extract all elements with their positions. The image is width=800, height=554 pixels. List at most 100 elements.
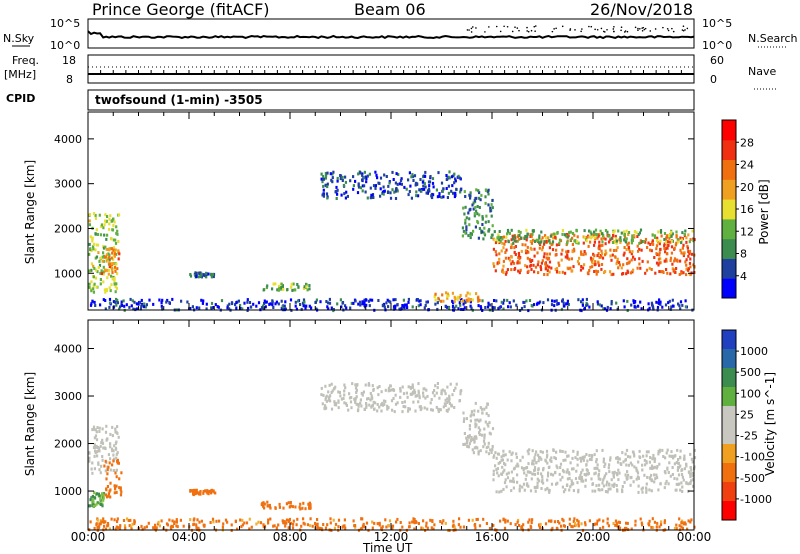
scatter-cell xyxy=(374,184,377,188)
scatter-cell xyxy=(689,238,692,242)
scatter-cell xyxy=(674,454,677,458)
scatter-cell xyxy=(600,267,603,271)
scatter-cell xyxy=(97,462,100,466)
scatter-cell xyxy=(503,242,506,246)
scatter-cell xyxy=(476,220,479,223)
scatter-cell xyxy=(474,523,477,526)
scatter-cell xyxy=(675,230,678,234)
scatter-cell xyxy=(586,303,589,307)
scatter-cell xyxy=(516,520,519,524)
scatter-cell xyxy=(546,461,549,465)
scatter-cell xyxy=(688,240,691,244)
scatter-cell xyxy=(207,492,210,496)
scatter-cell xyxy=(633,454,636,458)
scatter-cell xyxy=(559,462,563,466)
scatter-cell xyxy=(634,519,637,523)
scatter-cell xyxy=(89,303,93,307)
freq-tick-top: 18 xyxy=(62,54,76,67)
scatter-cell xyxy=(308,304,311,308)
scatter-cell xyxy=(476,296,480,300)
scatter-cell xyxy=(111,228,114,232)
scatter-cell xyxy=(392,298,395,302)
scatter-cell xyxy=(356,409,360,413)
scatter-cell xyxy=(680,469,683,473)
scatter-cell xyxy=(546,478,549,482)
scatter-cell xyxy=(596,236,599,240)
scatter-cell xyxy=(438,192,441,196)
scatter-cell xyxy=(88,252,91,256)
scatter-cell xyxy=(587,235,590,239)
scatter-cell xyxy=(493,454,496,458)
scatter-cell xyxy=(330,382,333,386)
scatter-cell xyxy=(332,387,336,391)
scatter-cell xyxy=(304,306,307,310)
scatter-cell xyxy=(88,456,91,460)
scatter-cell xyxy=(492,478,495,482)
scatter-cell xyxy=(103,524,106,528)
scatter-cell xyxy=(638,231,641,235)
scatter-cell xyxy=(468,424,471,428)
scatter-cell xyxy=(105,247,108,251)
scatter-cell xyxy=(88,285,91,289)
scatter-cell xyxy=(505,472,508,476)
scatter-cell xyxy=(143,526,146,530)
scatter-cell xyxy=(302,304,305,308)
scatter-cell xyxy=(683,457,686,461)
scatter-cell xyxy=(343,401,346,405)
scatter-cell xyxy=(469,194,472,198)
scatter-cell xyxy=(608,470,611,474)
scatter-cell xyxy=(119,493,123,497)
scatter-cell xyxy=(472,229,475,233)
scatter-cell xyxy=(205,271,208,275)
scatter-cell xyxy=(637,476,640,480)
scatter-cell xyxy=(326,182,329,186)
scatter-cell xyxy=(374,401,377,405)
nsearch-point xyxy=(604,31,606,33)
nsearch-point xyxy=(637,27,639,30)
scatter-cell xyxy=(548,265,551,269)
scatter-cell xyxy=(518,487,521,491)
scatter-cell xyxy=(155,526,158,530)
scatter-cell xyxy=(549,234,552,238)
scatter-cell xyxy=(629,483,632,487)
scatter-cell xyxy=(546,269,549,273)
scatter-cell xyxy=(650,473,653,477)
nsearch-point xyxy=(580,30,582,33)
scatter-cell xyxy=(521,243,524,247)
scatter-cell xyxy=(659,302,662,306)
scatter-cell xyxy=(402,298,405,302)
scatter-cell xyxy=(267,521,270,525)
scatter-cell xyxy=(633,235,636,239)
scatter-cell xyxy=(467,297,470,301)
scatter-cell xyxy=(538,246,541,250)
scatter-cell xyxy=(670,251,673,255)
scatter-cell xyxy=(108,268,111,272)
scatter-cell xyxy=(214,303,217,307)
scatter-cell xyxy=(412,179,415,182)
scatter-cell xyxy=(580,300,583,304)
scatter-cell xyxy=(546,264,549,268)
scatter-cell xyxy=(447,306,450,310)
scatter-cell xyxy=(248,517,251,521)
scatter-cell xyxy=(195,525,198,529)
scatter-cell xyxy=(120,300,123,304)
scatter-cell xyxy=(448,394,451,398)
scatter-cell xyxy=(571,467,574,471)
scatter-cell xyxy=(363,184,366,188)
scatter-cell xyxy=(596,300,599,304)
scatter-cell xyxy=(665,252,668,256)
scatter-cell xyxy=(655,238,658,242)
scatter-cell xyxy=(145,303,148,307)
scatter-cell xyxy=(250,525,253,529)
scatter-cell xyxy=(305,285,308,289)
scatter-cell xyxy=(288,519,291,523)
scatter-cell xyxy=(118,213,121,217)
scatter-cell xyxy=(566,241,569,245)
scatter-cell xyxy=(96,446,99,449)
scatter-cell xyxy=(92,287,95,291)
scatter-cell xyxy=(175,524,178,528)
scatter-cell xyxy=(446,294,449,298)
scatter-cell xyxy=(89,520,92,524)
scatter-cell xyxy=(625,248,628,251)
scatter-cell xyxy=(531,449,534,453)
